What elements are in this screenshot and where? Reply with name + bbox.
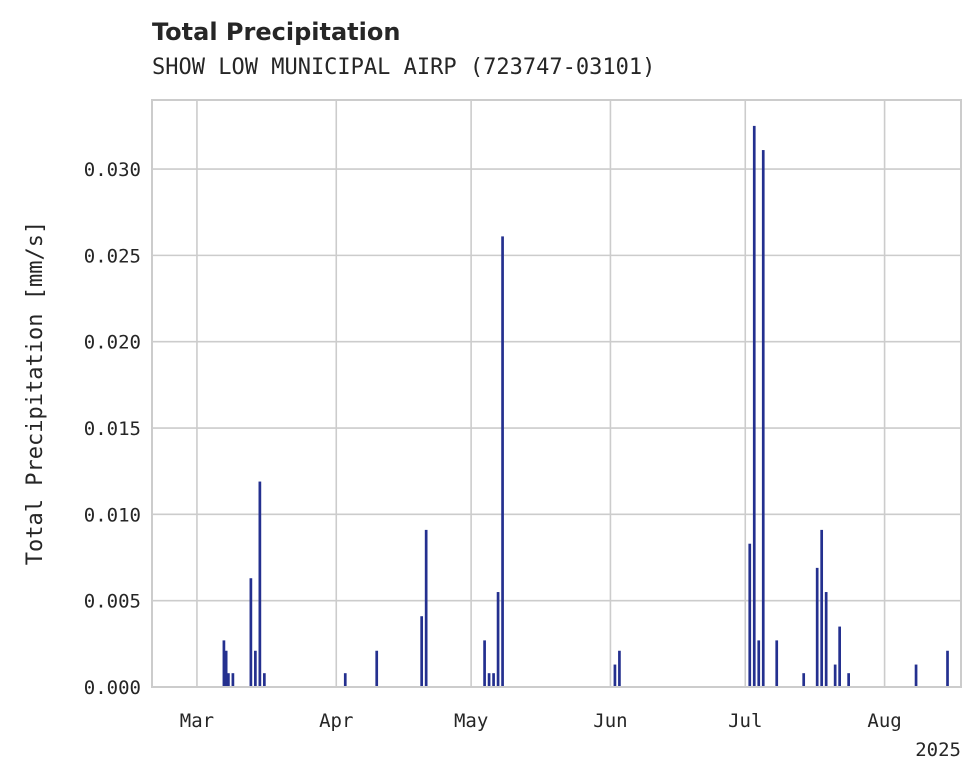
precipitation-bar (227, 673, 230, 687)
precipitation-bar (761, 150, 765, 688)
y-tick-label: 0.020 (84, 332, 141, 354)
precipitation-bar (258, 481, 262, 687)
plot-frame (151, 99, 962, 688)
x-axis-ticks: Mar Apr May Jun Jul Aug (180, 710, 902, 732)
precipitation-bar (748, 543, 752, 687)
precipitation-bar (847, 673, 850, 687)
precipitation-bar (914, 664, 918, 687)
x-tick-label: Apr (319, 710, 353, 732)
precipitation-bar (833, 664, 837, 687)
precipitation-bar (231, 673, 235, 687)
x-axis-year-label: 2025 (915, 739, 961, 761)
precipitation-bar (420, 616, 424, 687)
precipitation-bar (483, 640, 486, 687)
precipitation-bar (838, 626, 841, 687)
precipitation-bar (343, 673, 347, 687)
precipitation-bar (820, 529, 824, 687)
precipitation-bar (775, 640, 779, 687)
precipitation-bar (752, 125, 756, 688)
precipitation-bar (496, 592, 500, 687)
y-tick-label: 0.015 (84, 418, 141, 440)
y-tick-label: 0.025 (84, 245, 141, 267)
precipitation-bar (375, 650, 379, 687)
y-axis-label: Total Precipitation [mm/s] (23, 221, 48, 565)
y-tick-label: 0.000 (84, 677, 141, 699)
precipitation-bar (501, 236, 504, 687)
y-tick-label: 0.010 (84, 504, 141, 526)
x-tick-label: May (454, 710, 488, 732)
y-axis-ticks: 0.000 0.005 0.010 0.015 0.020 0.025 0.030 (84, 159, 141, 699)
precipitation-bar (487, 673, 491, 687)
y-tick-label: 0.005 (84, 591, 141, 613)
precipitation-bar (946, 650, 949, 687)
chart-title: Total Precipitation (152, 18, 400, 46)
grid (152, 100, 961, 687)
x-tick-label: Jun (593, 710, 627, 732)
precipitation-bar (263, 673, 266, 687)
precipitation-bar (249, 578, 253, 687)
precipitation-bar (618, 650, 621, 687)
precipitation-bar (757, 640, 761, 687)
precipitation-bar (824, 592, 828, 687)
x-tick-label: Aug (867, 710, 901, 732)
chart-subtitle: SHOW LOW MUNICIPAL AIRP (723747-03101) (152, 55, 655, 80)
precipitation-bar (613, 664, 617, 687)
precipitation-bar (224, 650, 228, 687)
precipitation-bar (254, 650, 257, 687)
bar-series (222, 125, 949, 688)
y-tick-label: 0.030 (84, 159, 141, 181)
precipitation-bar (424, 529, 428, 687)
x-tick-label: Jul (728, 710, 762, 732)
precipitation-bar (815, 567, 819, 687)
x-tick-label: Mar (180, 710, 214, 732)
precipitation-bar (492, 673, 495, 687)
precipitation-bar (222, 640, 226, 687)
precipitation-bar (802, 673, 806, 687)
